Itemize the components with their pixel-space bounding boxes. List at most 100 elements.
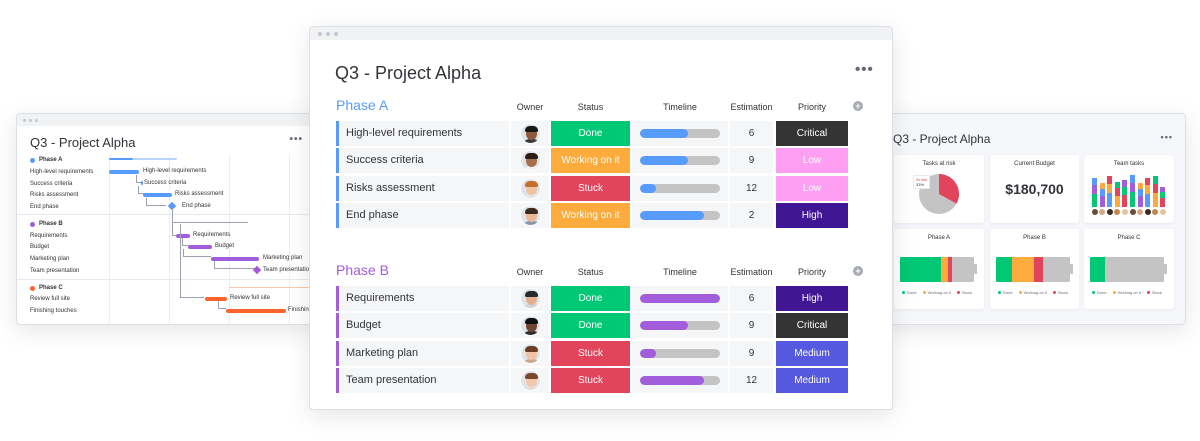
priority-label[interactable]: High: [776, 202, 848, 228]
estimation-cell[interactable]: 6: [730, 286, 773, 311]
priority-label[interactable]: Low: [776, 148, 848, 174]
owner-cell[interactable]: [511, 175, 549, 201]
gantt-phase-c[interactable]: Phase C: [30, 285, 63, 291]
timeline-cell[interactable]: [632, 313, 728, 339]
timeline-cell[interactable]: [632, 286, 728, 311]
column-header-status[interactable]: Status: [577, 267, 604, 277]
gantt-item[interactable]: Requirements: [30, 233, 68, 239]
status-label[interactable]: Done: [551, 313, 630, 339]
table-row[interactable]: High-level requirements Done 6 Critical: [336, 121, 866, 146]
item-name[interactable]: End phase: [336, 202, 509, 228]
status-label[interactable]: Stuck: [551, 175, 630, 201]
priority-label[interactable]: Low: [776, 175, 848, 201]
table-row[interactable]: Success criteria Working on it 9 Low: [336, 148, 866, 174]
priority-label[interactable]: High: [776, 286, 848, 311]
add-column-icon[interactable]: +: [853, 101, 863, 111]
avatar[interactable]: [1137, 209, 1144, 215]
timeline-cell[interactable]: [632, 340, 728, 366]
column-header-owner[interactable]: Owner: [516, 102, 544, 112]
timeline-cell[interactable]: [632, 367, 728, 393]
estimation-cell[interactable]: 12: [730, 175, 773, 201]
gantt-item[interactable]: Marketing plan: [30, 256, 70, 262]
avatar[interactable]: [520, 369, 541, 391]
status-label[interactable]: Done: [551, 121, 630, 146]
item-name[interactable]: Risks assessment: [336, 175, 509, 201]
priority-label[interactable]: Medium: [776, 367, 848, 393]
status-label[interactable]: Working on it: [551, 148, 630, 174]
phase-a-widget[interactable]: Phase A Done Working on it Stuck: [894, 229, 984, 309]
priority-label[interactable]: Critical: [776, 313, 848, 339]
column-header-owner[interactable]: Owner: [516, 267, 544, 277]
owner-cell[interactable]: [511, 313, 549, 339]
team-tasks-widget[interactable]: Team tasks: [1084, 155, 1174, 223]
owner-cell[interactable]: [511, 367, 549, 393]
column-header-priority[interactable]: Priority: [797, 267, 826, 277]
avatar[interactable]: [1159, 209, 1166, 215]
status-label[interactable]: Working on it: [551, 202, 630, 228]
status-label[interactable]: Stuck: [551, 340, 630, 366]
gantt-bar[interactable]: [143, 193, 172, 197]
budget-widget[interactable]: Current Budget $180,700: [990, 155, 1079, 223]
priority-label[interactable]: Medium: [776, 340, 848, 366]
gantt-item[interactable]: High-level requirements: [30, 169, 94, 175]
gantt-item[interactable]: Risks assessment: [30, 192, 79, 198]
item-name[interactable]: Budget: [336, 313, 509, 339]
owner-cell[interactable]: [511, 121, 549, 146]
estimation-cell[interactable]: 9: [730, 148, 773, 174]
item-name[interactable]: Success criteria: [336, 148, 509, 174]
group-title-phase-a[interactable]: Phase A: [336, 97, 389, 113]
table-row[interactable]: Marketing plan Stuck 9 Medium: [336, 340, 866, 366]
table-row[interactable]: Team presentation Stuck 12 Medium: [336, 367, 866, 393]
priority-label[interactable]: Critical: [776, 121, 848, 146]
gantt-item[interactable]: End phase: [30, 204, 59, 210]
gantt-phase-b[interactable]: Phase B: [30, 221, 63, 227]
estimation-cell[interactable]: 9: [730, 340, 773, 366]
item-name[interactable]: Marketing plan: [336, 340, 509, 366]
ellipsis-icon[interactable]: •••: [855, 61, 874, 78]
status-label[interactable]: Done: [551, 286, 630, 311]
item-name[interactable]: High-level requirements: [336, 121, 509, 146]
column-header-timeline[interactable]: Timeline: [663, 102, 697, 112]
gantt-bar[interactable]: [205, 297, 227, 301]
ellipsis-icon[interactable]: •••: [289, 134, 303, 145]
avatar[interactable]: [1152, 209, 1159, 215]
avatar[interactable]: [1144, 209, 1151, 215]
timeline-cell[interactable]: [632, 175, 728, 201]
estimation-cell[interactable]: 6: [730, 121, 773, 146]
avatar[interactable]: [1091, 209, 1098, 215]
owner-cell[interactable]: [511, 286, 549, 311]
gantt-bar[interactable]: [188, 245, 212, 249]
avatar[interactable]: [520, 288, 541, 309]
column-header-timeline[interactable]: Timeline: [663, 267, 697, 277]
tasks-at-risk-widget[interactable]: Tasks at risk At risk 33%: [894, 155, 984, 223]
gantt-item[interactable]: Success criteria: [30, 181, 73, 187]
add-column-icon[interactable]: +: [853, 266, 863, 276]
avatar[interactable]: [520, 342, 541, 364]
milestone-diamond-icon[interactable]: [252, 265, 262, 275]
status-label[interactable]: Stuck: [551, 367, 630, 393]
owner-cell[interactable]: [511, 340, 549, 366]
gantt-item[interactable]: Review full site: [30, 296, 71, 302]
avatar[interactable]: [1099, 209, 1106, 215]
estimation-cell[interactable]: 2: [730, 202, 773, 228]
timeline-cell[interactable]: [632, 148, 728, 174]
gantt-item[interactable]: Finishing touches: [30, 308, 77, 314]
table-row[interactable]: End phase Working on it 2 High: [336, 202, 866, 228]
table-row[interactable]: Budget Done 9 Critical: [336, 313, 866, 339]
avatar[interactable]: [520, 150, 541, 172]
gantt-bar[interactable]: [176, 234, 190, 238]
avatar[interactable]: [1129, 209, 1136, 215]
table-row[interactable]: Requirements Done 6 High: [336, 286, 866, 311]
gantt-phase-a[interactable]: Phase A: [30, 157, 62, 163]
column-header-priority[interactable]: Priority: [797, 102, 826, 112]
gantt-bar[interactable]: [211, 257, 259, 261]
gantt-bar[interactable]: [141, 181, 143, 185]
estimation-cell[interactable]: 12: [730, 367, 773, 393]
timeline-cell[interactable]: [632, 121, 728, 146]
timeline-cell[interactable]: [632, 202, 728, 228]
avatar[interactable]: [1106, 209, 1113, 215]
avatar[interactable]: [520, 123, 541, 144]
column-header-estimation[interactable]: Estimation: [730, 267, 773, 277]
group-title-phase-b[interactable]: Phase B: [336, 262, 389, 278]
ellipsis-icon[interactable]: •••: [1160, 132, 1173, 142]
